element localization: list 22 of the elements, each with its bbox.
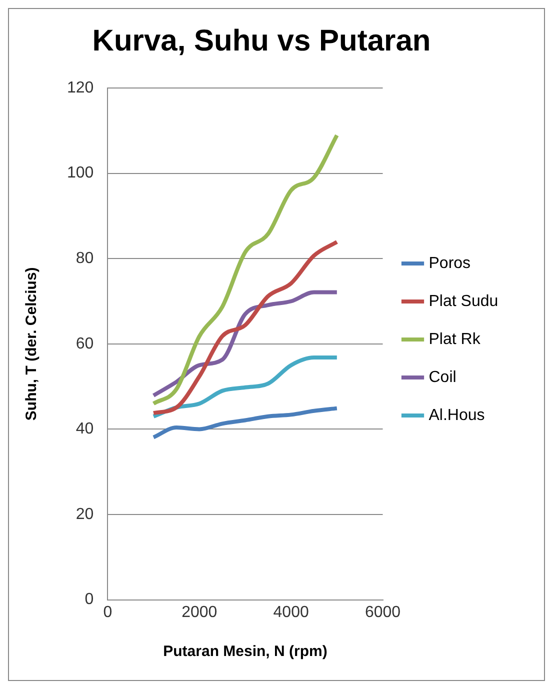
- legend-label: Poros: [428, 254, 471, 272]
- line-series: [152, 133, 339, 406]
- y-axis-title: Suhu, T (der. Celcius): [23, 267, 40, 421]
- line-series: [152, 240, 339, 415]
- y-tick-label: 80: [76, 250, 94, 268]
- y-tick-label: 40: [76, 420, 94, 438]
- legend-label: Al.Hous: [428, 406, 485, 424]
- y-tick-label: 60: [76, 335, 94, 352]
- line-series: [152, 406, 339, 440]
- y-tick-label: 120: [66, 79, 94, 96]
- legend-label: Plat Rk: [428, 330, 482, 348]
- x-axis-title: Putaran Mesin, N (rpm): [163, 643, 328, 660]
- legend-label: Coil: [428, 368, 456, 386]
- x-tick-label: 6000: [364, 604, 401, 621]
- x-tick-label: 2000: [182, 604, 218, 621]
- x-tick-label: 0: [103, 604, 112, 621]
- x-tick-label: 4000: [273, 604, 309, 621]
- y-tick-label: 20: [76, 506, 94, 523]
- legend-label: Plat Sudu: [428, 292, 498, 310]
- y-tick-label: 0: [84, 591, 94, 608]
- chart-title: Kurva, Suhu vs Putaran: [92, 24, 431, 58]
- y-tick-label: 100: [66, 164, 94, 182]
